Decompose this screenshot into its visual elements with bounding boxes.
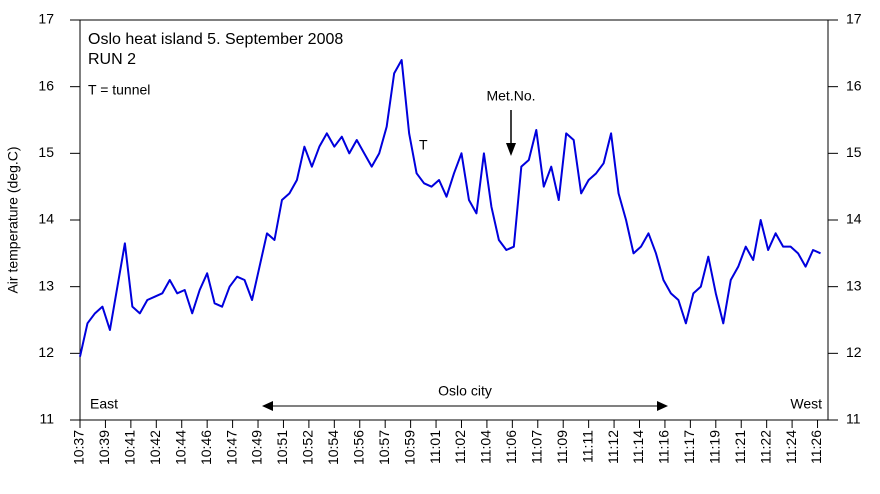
y-tick-label: 12 bbox=[38, 344, 54, 360]
y2-tick-label: 17 bbox=[846, 11, 862, 27]
y-tick-label: 17 bbox=[38, 11, 54, 27]
x-tick-label: 10:56 bbox=[350, 430, 366, 465]
y2-tick-label: 12 bbox=[846, 344, 862, 360]
note: T = tunnel bbox=[88, 82, 150, 98]
x-tick-label: 10:37 bbox=[71, 430, 87, 465]
x-tick-label: 11:22 bbox=[757, 430, 773, 464]
x-tick-label: 10:57 bbox=[376, 430, 392, 465]
x-tick-label: 11:16 bbox=[656, 430, 672, 464]
y-axis-label: Air temperature (deg.C) bbox=[5, 146, 21, 293]
x-tick-label: 10:41 bbox=[122, 430, 138, 465]
data-line bbox=[79, 59, 821, 357]
y2-tick-label: 16 bbox=[846, 77, 862, 93]
y-tick-label: 14 bbox=[38, 211, 54, 227]
y-tick-label: 11 bbox=[39, 411, 54, 427]
x-tick-label: 11:24 bbox=[783, 430, 799, 464]
y-tick-label: 16 bbox=[38, 77, 54, 93]
city-arrowhead-right bbox=[657, 401, 668, 411]
tunnel-label: T bbox=[419, 137, 428, 153]
chart-title: Oslo heat island 5. September 2008 bbox=[88, 31, 343, 48]
x-tick-label: 11:11 bbox=[579, 430, 595, 463]
x-tick-label: 10:52 bbox=[300, 430, 316, 465]
x-tick-label: 10:47 bbox=[223, 430, 239, 465]
x-tick-label: 10:44 bbox=[172, 430, 188, 465]
plot-frame bbox=[79, 19, 829, 421]
x-tick-label: 11:12 bbox=[605, 430, 621, 464]
x-tick-label: 11:02 bbox=[452, 430, 468, 464]
city-label: Oslo city bbox=[438, 383, 492, 399]
x-tick-label: 11:01 bbox=[427, 430, 443, 464]
x-tick-label: 11:09 bbox=[554, 430, 570, 464]
city-arrowhead-left bbox=[262, 401, 273, 411]
y2-tick-label: 14 bbox=[846, 211, 862, 227]
x-tick-label: 11:14 bbox=[630, 430, 646, 464]
station-arrowhead bbox=[506, 143, 516, 156]
y2-tick-label: 11 bbox=[846, 411, 861, 427]
y2-tick-label: 15 bbox=[846, 144, 862, 160]
y2-tick-label: 13 bbox=[846, 277, 862, 293]
station-label: Met.No. bbox=[486, 88, 535, 104]
x-tick-label: 10:54 bbox=[325, 430, 341, 465]
x-tick-label: 11:17 bbox=[681, 430, 697, 464]
x-tick-label: 10:42 bbox=[147, 430, 163, 465]
chart-subtitle: RUN 2 bbox=[88, 51, 136, 68]
x-tick-label: 11:04 bbox=[478, 430, 494, 464]
x-tick-label: 11:07 bbox=[528, 430, 544, 464]
x-tick-label: 10:49 bbox=[249, 430, 265, 465]
x-tick-label: 11:26 bbox=[808, 430, 824, 464]
east-label: East bbox=[90, 396, 118, 412]
y-tick-label: 13 bbox=[38, 277, 54, 293]
y-tick-label: 15 bbox=[38, 144, 54, 160]
x-tick-label: 11:21 bbox=[732, 430, 748, 464]
x-tick-label: 10:46 bbox=[198, 430, 214, 465]
west-label: West bbox=[790, 396, 822, 412]
x-tick-label: 10:51 bbox=[274, 430, 290, 465]
x-tick-label: 11:06 bbox=[503, 430, 519, 464]
x-tick-label: 11:19 bbox=[707, 430, 723, 464]
x-tick-label: 10:39 bbox=[96, 430, 112, 465]
x-tick-label: 10:59 bbox=[401, 430, 417, 465]
